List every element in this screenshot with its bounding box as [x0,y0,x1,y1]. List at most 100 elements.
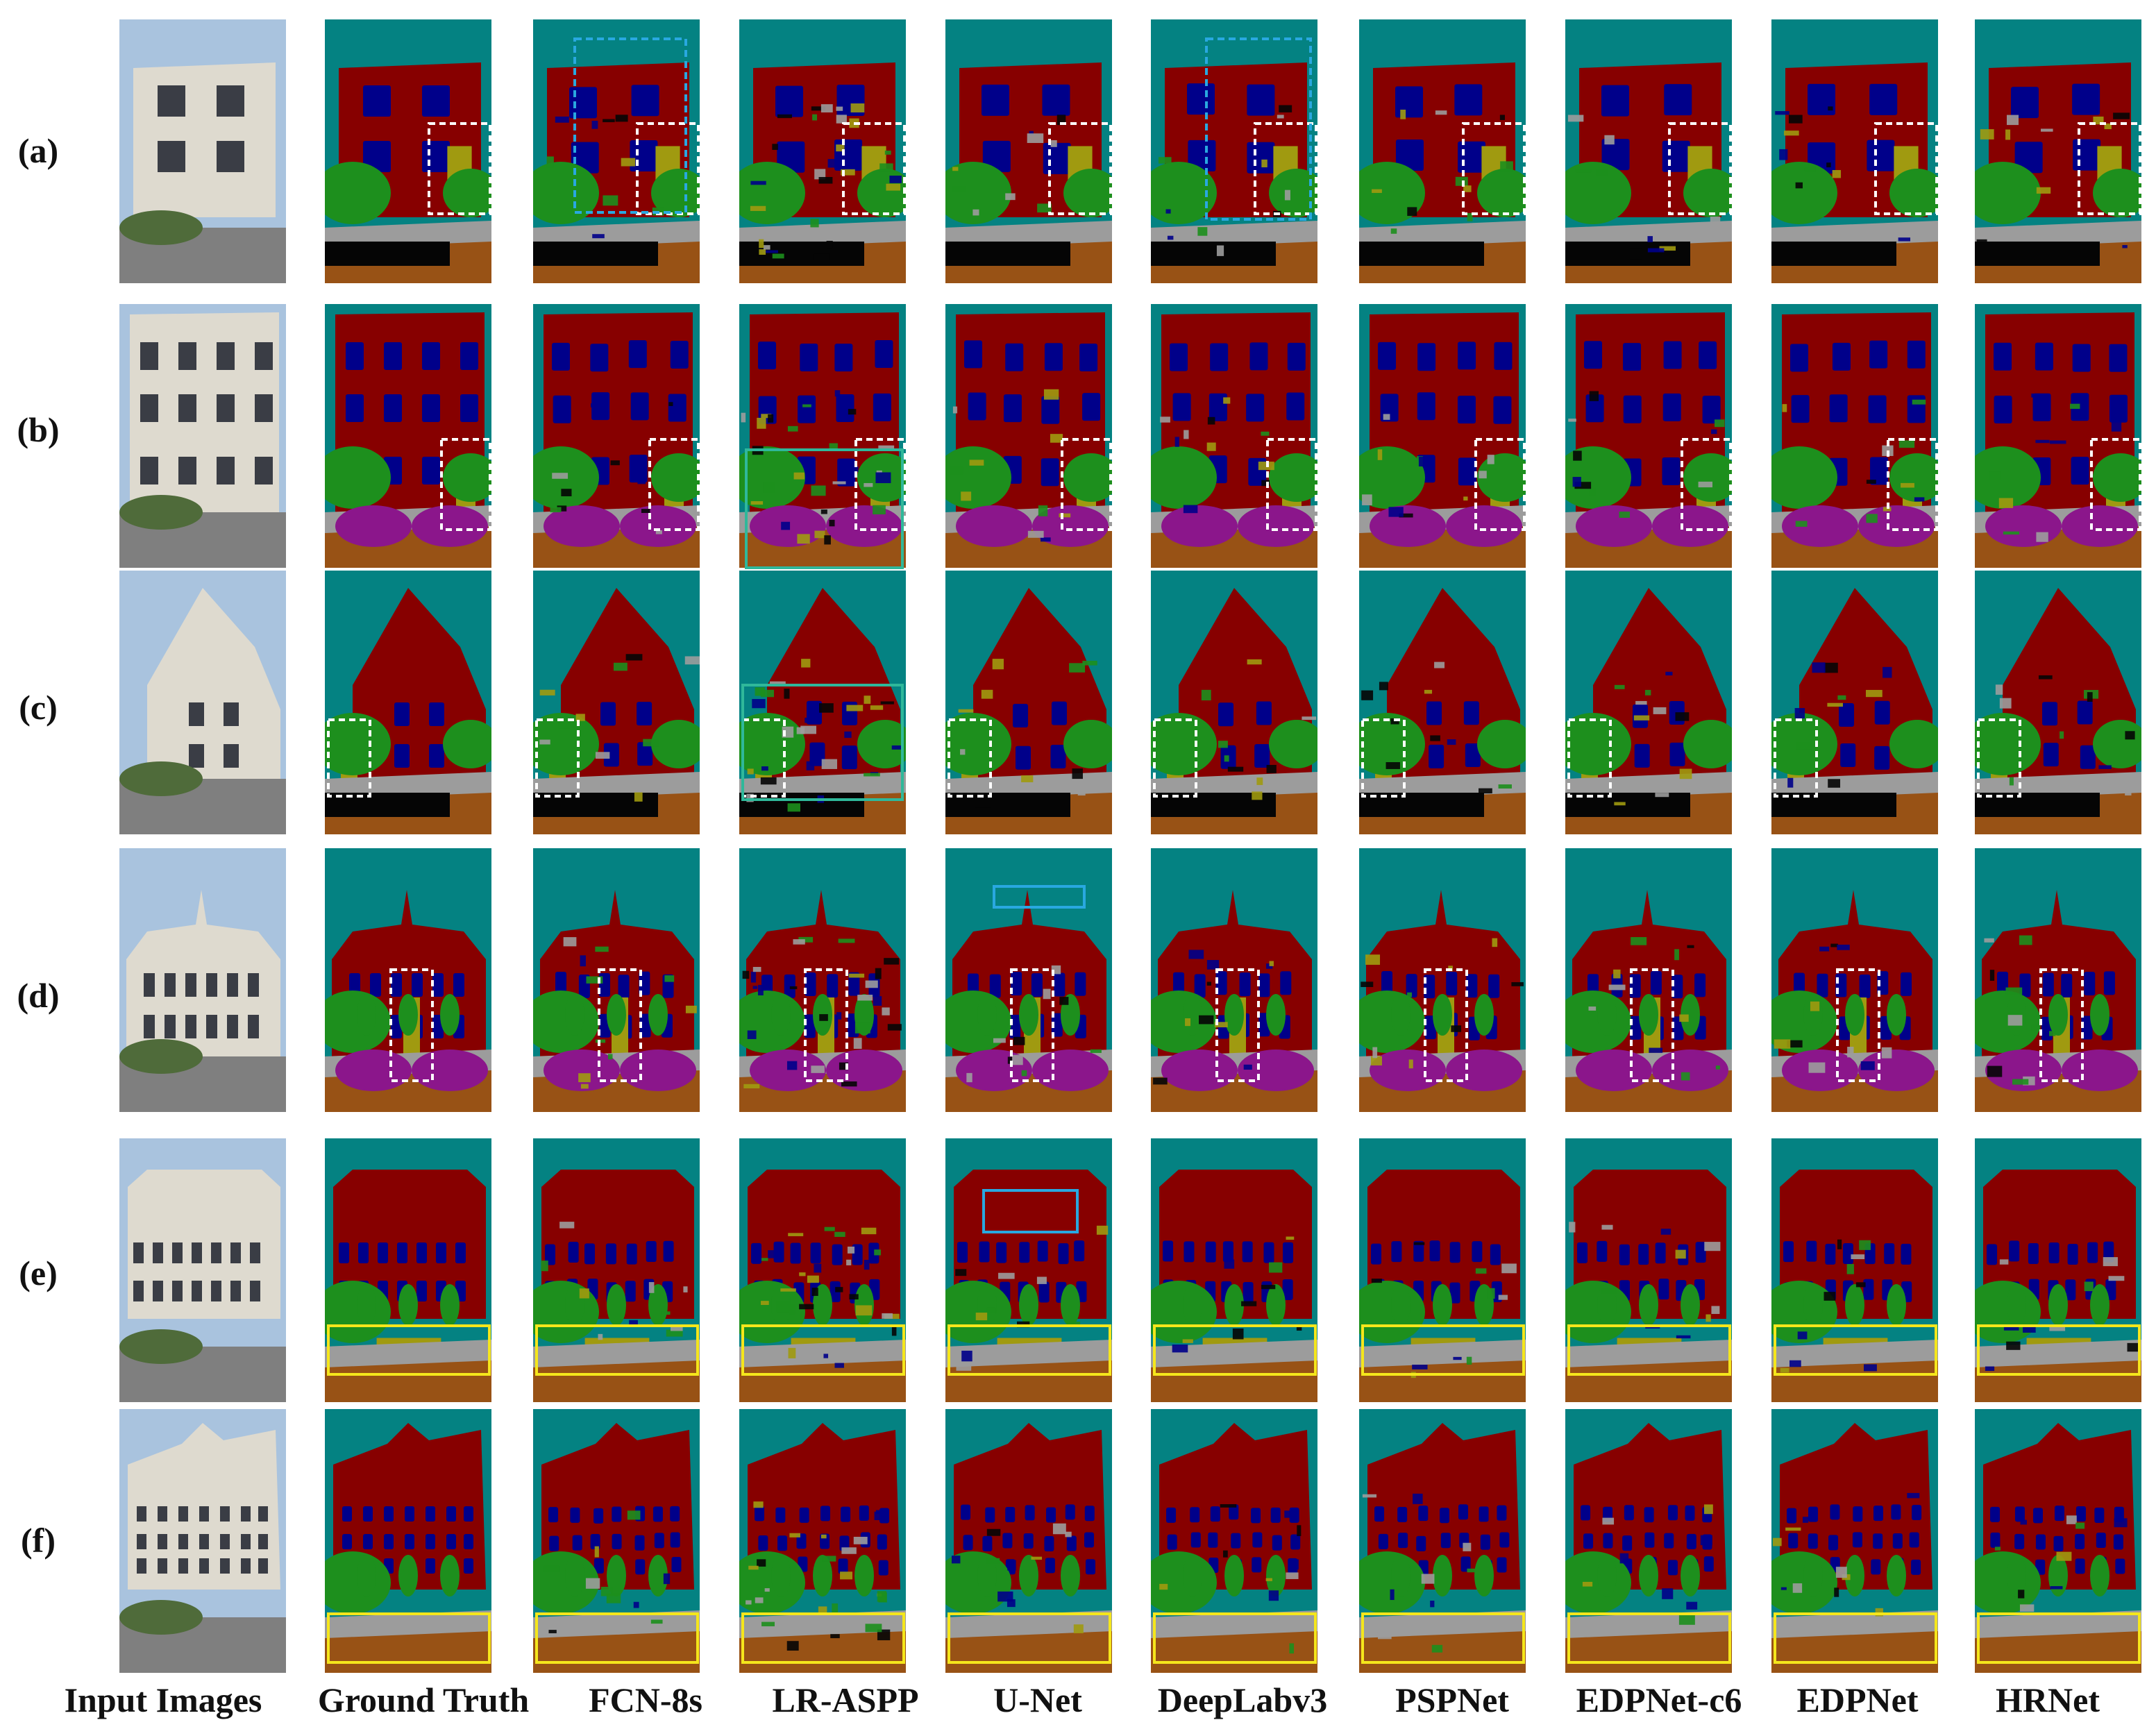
row-label-d: (d) [17,976,60,1015]
thumbnail-d-edpnet [1771,848,1938,1112]
thumbnail-b-ground-truth [325,304,491,568]
highlight-box [1977,1612,2141,1664]
highlight-box [1462,122,1526,215]
column-label-u-net: U-Net [993,1680,1082,1719]
thumbnail-e-u-net [945,1138,1112,1402]
thumbnail-c-input [119,571,286,834]
thumbnail-b-lr-aspp [739,304,906,568]
highlight-box [1874,122,1938,215]
highlight-box [948,718,992,798]
thumbnail-e-hrnet [1975,1138,2141,1402]
thumbnail-f-u-net [945,1409,1112,1673]
highlight-box [1567,718,1612,798]
highlight-box [2090,438,2141,531]
thumbnail-f-fcn-8s [533,1409,700,1673]
highlight-box [1048,122,1112,215]
highlight-box [2078,122,2141,215]
thumbnail-a-ground-truth [325,19,491,283]
row-label-b: (b) [17,410,60,449]
highlight-box [1774,1612,1937,1664]
thumbnail-e-ground-truth [325,1138,491,1402]
highlight-box [535,1612,699,1664]
highlight-box [1681,438,1732,531]
highlight-box [948,1612,1111,1664]
highlight-box [1153,718,1197,798]
row-label-f: (f) [21,1521,56,1560]
thumbnail-b-u-net [945,304,1112,568]
highlight-box [741,1612,905,1664]
thumbnail-b-hrnet [1975,304,2141,568]
thumbnail-a-fcn-8s [533,19,700,283]
thumbnail-d-hrnet [1975,848,2141,1112]
thumbnail-f-pspnet [1359,1409,1526,1673]
row-label-c: (c) [19,688,58,727]
thumbnail-b-deeplabv3 [1151,304,1317,568]
highlight-box [1153,1324,1317,1376]
thumbnail-c-edpnet-c6 [1565,571,1732,834]
highlight-box [1977,718,2021,798]
highlight-box [1254,122,1317,215]
thumbnail-b-edpnet [1771,304,1938,568]
thumbnail-b-input [119,304,286,568]
highlight-box [741,1324,905,1376]
column-label-edpnet-c6: EDPNet-c6 [1576,1680,1742,1719]
column-label-deeplabv3: DeepLabv3 [1157,1680,1328,1719]
thumbnail-a-pspnet [1359,19,1526,283]
thumbnail-e-lr-aspp [739,1138,906,1402]
highlight-box [428,122,491,215]
highlight-box [573,37,687,214]
thumbnail-c-hrnet [1975,571,2141,834]
highlight-box [535,1324,699,1376]
thumbnail-a-u-net [945,19,1112,283]
highlight-box [389,968,434,1082]
thumbnail-f-input [119,1409,286,1673]
thumbnail-e-fcn-8s [533,1138,700,1402]
thumbnail-c-edpnet [1771,571,1938,834]
highlight-box [1266,438,1317,531]
thumbnail-a-deeplabv3 [1151,19,1317,283]
highlight-box [1887,438,1938,531]
thumbnail-c-fcn-8s [533,571,700,834]
thumbnail-a-edpnet-c6 [1565,19,1732,283]
thumbnail-f-hrnet [1975,1409,2141,1673]
highlight-box [741,684,904,801]
highlight-box [1153,1612,1317,1664]
highlight-box [1836,968,1880,1082]
thumbnail-d-edpnet-c6 [1565,848,1732,1112]
thumbnail-d-input [119,848,286,1112]
highlight-box [598,968,642,1082]
thumbnail-d-deeplabv3 [1151,848,1317,1112]
thumbnail-d-fcn-8s [533,848,700,1112]
thumbnail-f-deeplabv3 [1151,1409,1317,1673]
thumbnail-e-pspnet [1359,1138,1526,1402]
thumbnail-c-deeplabv3 [1151,571,1317,834]
thumbnail-c-u-net [945,571,1112,834]
thumbnail-f-lr-aspp [739,1409,906,1673]
highlight-box [1774,718,1818,798]
highlight-box [648,438,700,531]
highlight-box [1361,1612,1525,1664]
highlight-box [327,718,371,798]
highlight-box [1567,1612,1731,1664]
highlight-box [535,718,580,798]
highlight-box [1567,1324,1731,1376]
column-label-lr-aspp: LR-ASPP [772,1680,919,1719]
thumbnail-d-u-net [945,848,1112,1112]
highlight-box [440,438,491,531]
column-label-ground-truth: Ground Truth [317,1680,530,1719]
highlight-box [854,438,906,531]
highlight-box [1361,718,1406,798]
row-label-e: (e) [19,1254,58,1292]
row-label-a: (a) [17,131,59,170]
highlight-box [327,1612,491,1664]
column-label-input-images: Input Images [64,1680,262,1719]
thumbnail-f-ground-truth [325,1409,491,1673]
highlight-box [1774,1324,1937,1376]
column-label-hrnet: HRNet [1996,1680,2100,1719]
highlight-box [1474,438,1526,531]
thumbnail-d-ground-truth [325,848,491,1112]
thumbnail-e-edpnet-c6 [1565,1138,1732,1402]
highlight-box [1061,438,1112,531]
thumbnail-c-pspnet [1359,571,1526,834]
